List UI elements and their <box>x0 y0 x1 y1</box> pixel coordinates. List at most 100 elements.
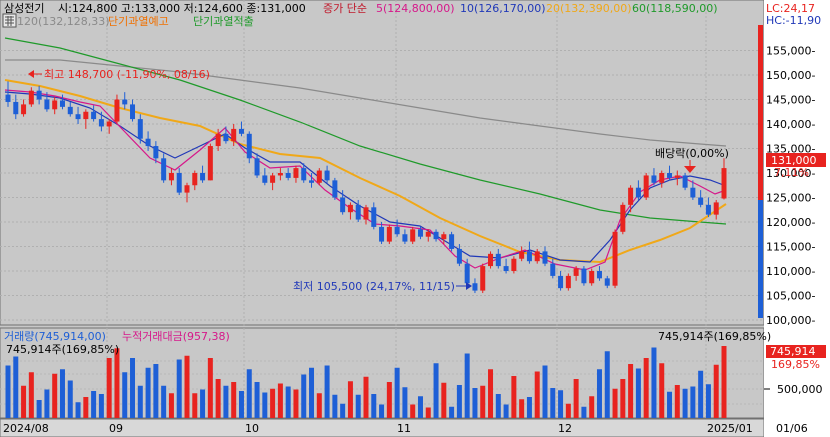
volume-bar <box>122 372 128 418</box>
volume-value-right: 745,914주(169,85%) <box>658 330 771 343</box>
signal-warning-label: 단기과열예고 <box>108 15 169 28</box>
price-tick-label: 135,000- <box>766 143 815 156</box>
price-tick-label: 110,000- <box>766 265 815 278</box>
candle-body <box>114 99 120 122</box>
volume-bar <box>488 369 494 418</box>
high-annotation: 최고 148,700 (-11,90%, 08/16) <box>44 68 210 81</box>
volume-bar <box>651 347 657 418</box>
price-tick-label: 150,000- <box>766 69 815 82</box>
volume-bar <box>472 388 478 418</box>
candle-body <box>690 187 696 198</box>
candle-body <box>480 266 486 291</box>
volume-bar <box>417 396 423 418</box>
candle-body <box>161 158 167 181</box>
candle-body <box>130 104 136 120</box>
candle-body <box>589 271 595 284</box>
candle-body <box>558 275 564 289</box>
candle-body <box>371 207 377 227</box>
price-panel <box>0 0 765 326</box>
volume-legend: 거래량(745,914,00) <box>4 330 106 343</box>
x-label-current-date: 01/06 <box>776 422 808 435</box>
candle-body <box>488 253 494 267</box>
candle-body <box>667 173 673 178</box>
candle-body <box>98 119 104 127</box>
candle-body <box>238 128 244 134</box>
volume-bar <box>682 388 688 418</box>
volume-bar <box>223 385 229 418</box>
volume-bar <box>347 381 353 418</box>
candle-body <box>565 275 571 289</box>
volume-bar <box>604 351 610 418</box>
volume-bar <box>130 358 136 418</box>
volume-bar <box>495 394 501 418</box>
volume-bar <box>425 407 431 418</box>
candle-body <box>262 175 268 183</box>
dividend-marker-icon <box>684 166 696 173</box>
volume-bar <box>277 383 283 418</box>
volume-bar <box>238 391 244 418</box>
candle-body <box>52 100 58 110</box>
candle-body <box>519 251 525 259</box>
volume-bar <box>293 389 299 418</box>
price-tick-label: 130,000- <box>766 167 815 180</box>
price-tick-label: 120,000- <box>766 216 815 229</box>
volume-bar <box>674 385 680 418</box>
candle-body <box>75 114 81 120</box>
volume-bar <box>371 394 377 418</box>
volume-bar <box>511 376 517 418</box>
volume-bar <box>176 359 182 418</box>
volume-bar <box>363 376 369 418</box>
volume-bar <box>324 365 330 418</box>
volume-bar <box>596 369 602 418</box>
candle-body <box>122 99 128 105</box>
volume-bar <box>168 393 174 418</box>
candle-body <box>417 229 423 237</box>
volume-bar <box>612 388 618 418</box>
candle-body <box>534 251 540 262</box>
ma20-legend: 20(132,390,00) <box>546 2 632 15</box>
candle-body <box>231 128 237 142</box>
ohlc-readout: 시:124,800 고:133,000 저:124,600 종:131,000 <box>58 2 306 15</box>
candle-body <box>192 173 198 186</box>
candle-body <box>573 268 579 276</box>
ma5-legend: 5(124,800,00) <box>376 2 455 15</box>
volume-bar <box>145 367 151 418</box>
volume-bar <box>519 399 525 418</box>
volume-bar <box>316 393 322 418</box>
volume-bar <box>379 404 385 418</box>
volume-bar <box>565 403 571 418</box>
candle-body <box>59 100 65 107</box>
volume-bar <box>309 367 315 418</box>
candle-body <box>223 133 229 142</box>
volume-bar <box>137 385 143 418</box>
volume-badge <box>766 345 826 358</box>
candle-body <box>705 204 711 215</box>
candle-body <box>394 226 400 235</box>
volume-bar <box>394 367 400 418</box>
volume-bar <box>114 348 120 418</box>
volume-bar <box>690 386 696 418</box>
candle-body <box>340 197 346 213</box>
candle-body <box>91 111 97 120</box>
candle-body <box>721 168 727 199</box>
ma60-line <box>4 37 727 225</box>
ma10-legend: 10(126,170,00) <box>460 2 546 15</box>
volume-bar <box>262 392 268 418</box>
volume-bar <box>91 391 97 418</box>
x-label-2024-08: 2024/08 <box>3 422 49 435</box>
candle-body <box>596 271 602 279</box>
candle-body <box>363 207 369 220</box>
candle-body <box>254 158 260 176</box>
y-axis-area <box>764 0 830 437</box>
candle-body <box>456 248 462 264</box>
candle-body <box>200 173 206 181</box>
volume-bar <box>386 382 392 418</box>
last-price-label: 131,000 <box>771 154 817 167</box>
indicator-label: 증가 단순 <box>323 2 367 15</box>
candle-body <box>542 251 548 264</box>
x-label-09: 09 <box>109 422 123 435</box>
volume-bar <box>192 393 198 418</box>
volume-bar <box>28 372 34 418</box>
volume-bar <box>456 385 462 418</box>
